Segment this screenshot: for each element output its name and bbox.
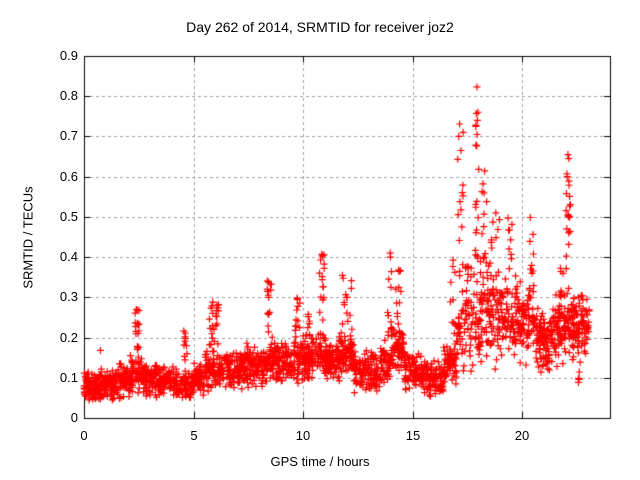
y-tick-label: 0.5 xyxy=(59,209,78,224)
x-tick-label: 20 xyxy=(514,428,530,443)
y-tick-label: 0.3 xyxy=(59,289,78,304)
y-tick-label: 0 xyxy=(70,410,78,425)
x-tick-label: 5 xyxy=(190,428,198,443)
x-axis-title: GPS time / hours xyxy=(270,454,370,469)
y-tick-label: 0.7 xyxy=(59,128,78,143)
y-tick-label: 0.4 xyxy=(59,249,78,264)
y-tick-label: 0.1 xyxy=(59,370,78,385)
y-tick-label: 0.2 xyxy=(59,330,78,345)
y-tick-label: 0.8 xyxy=(59,88,78,103)
x-tick-label: 0 xyxy=(80,428,88,443)
x-tick-label: 15 xyxy=(405,428,421,443)
y-tick-label: 0.6 xyxy=(59,169,78,184)
x-tick-label: 10 xyxy=(295,428,311,443)
y-tick-label: 0.9 xyxy=(59,48,78,63)
